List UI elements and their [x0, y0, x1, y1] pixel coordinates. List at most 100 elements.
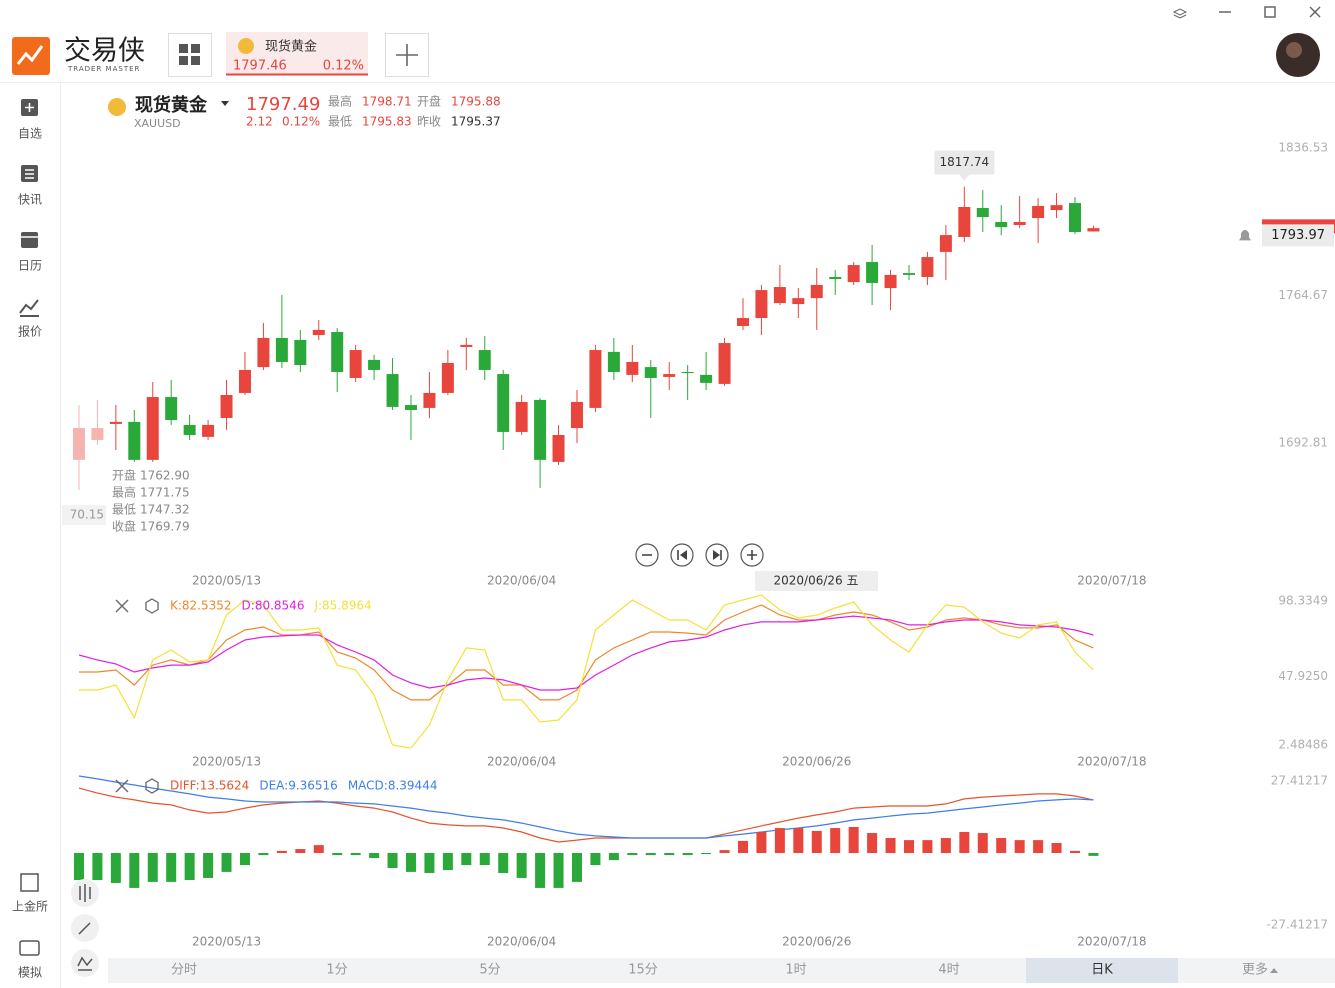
macd-bar [498, 853, 509, 873]
legend-entry: DIFF:13.5624 [170, 779, 249, 793]
tooltip-label: 最高 [112, 485, 136, 500]
macd-bar [922, 840, 933, 853]
zoom-icons [642, 550, 757, 560]
sge-icon [20, 873, 39, 892]
high-callout: 1817.74 [940, 155, 990, 169]
macd-bar [350, 853, 361, 856]
macd-bar [1033, 840, 1044, 853]
candle-body [976, 208, 989, 218]
y-tick-label: -27.41217 [1266, 918, 1328, 932]
macd-bar [756, 831, 767, 853]
logo [12, 37, 50, 75]
close-button[interactable] [1309, 6, 1321, 18]
tab-coin [238, 38, 254, 54]
y-tick-label: 47.9250 [1278, 669, 1328, 683]
close-indicator[interactable] [115, 779, 129, 793]
sidebar-item[interactable]: 上金所 [12, 899, 48, 914]
candle-body [552, 435, 565, 462]
indicator-settings[interactable] [145, 778, 159, 794]
quote-low: 1795.83 [362, 115, 412, 129]
macd-bar [258, 853, 269, 856]
candle-body [921, 257, 934, 277]
high-callout-box [934, 150, 995, 175]
macd-bar [645, 853, 656, 856]
candle-body [884, 274, 897, 289]
sidebar-item[interactable]: 快讯 [18, 193, 42, 207]
period-tab[interactable]: 15分 [628, 963, 658, 978]
y-tick-label: 1764.67 [1278, 288, 1328, 302]
x-tick-label: 2020/06/04 [487, 935, 556, 949]
brand: 交易侠 [64, 36, 145, 67]
candle-body [1032, 205, 1045, 219]
legend-entry: D:80.8546 [242, 599, 305, 613]
period-tab[interactable]: 5分 [479, 963, 500, 978]
tool-icons [77, 884, 93, 971]
candle-body [404, 405, 417, 410]
layers-button[interactable] [1172, 8, 1188, 19]
period-tab[interactable]: 1分 [326, 963, 347, 978]
tab-change: 0.12% [323, 59, 364, 74]
period-tab[interactable]: 更多 [1242, 962, 1268, 978]
candle-body [718, 343, 731, 384]
legend-entry: DEA:9.36516 [259, 779, 338, 793]
tooltip-value: 1747.32 [140, 503, 190, 517]
candle-body [995, 221, 1008, 228]
alert-bell[interactable] [1239, 229, 1251, 241]
macd-bar [1088, 853, 1099, 856]
candle-body [257, 337, 270, 368]
y-tick-label: 1692.81 [1278, 436, 1328, 450]
macd-bar [516, 853, 527, 878]
indicator-settings[interactable] [145, 598, 159, 614]
x-tick-label: 2020/07/18 [1077, 755, 1146, 769]
candle-body [1087, 228, 1100, 232]
macd-bar [387, 853, 398, 868]
macd-bar [885, 838, 896, 853]
legend-entry: K:82.5352 [170, 599, 232, 613]
period-tab[interactable]: 4时 [938, 963, 959, 978]
quote-label: 最低 [328, 115, 352, 129]
macd-bar [848, 826, 859, 853]
macd-line [78, 787, 1094, 843]
quote-dropdown[interactable] [221, 101, 229, 106]
candle-body [183, 424, 196, 436]
close-indicator[interactable] [115, 599, 129, 613]
candle-body [312, 329, 325, 336]
sidebar-item[interactable]: 报价 [18, 324, 42, 339]
x-tick-label: 2020/07/18 [1077, 935, 1146, 949]
sidebar-icon-details [21, 103, 38, 238]
period-tab[interactable]: 1时 [785, 963, 806, 978]
candle-body [478, 350, 491, 370]
macd-bar [553, 853, 564, 888]
sidebar-item[interactable]: 自选 [18, 127, 42, 141]
macd-bar [571, 853, 582, 882]
macd-bar [276, 850, 287, 853]
macd-line [78, 775, 1094, 839]
candle-body [570, 401, 583, 429]
candle-body [847, 265, 860, 283]
period-tab[interactable]: 分时 [171, 963, 197, 978]
sidebar-item[interactable]: 日历 [18, 259, 42, 273]
period-more-arrow [1270, 968, 1279, 973]
candle-body [331, 331, 344, 373]
candle-body [958, 206, 971, 237]
candle-body [386, 374, 399, 407]
quote-name[interactable]: 现货黄金 [135, 94, 208, 116]
candle-body [128, 421, 141, 460]
period-tab[interactable]: 日K [1091, 963, 1113, 978]
macd-bar [737, 840, 748, 853]
indicator-line [78, 615, 1094, 691]
candle-body [1013, 221, 1026, 226]
quote-prev: 1795.37 [451, 115, 501, 129]
indicator-line [79, 604, 1094, 701]
grid-button[interactable] [168, 33, 212, 77]
add-icon [396, 44, 418, 66]
candle-body [202, 424, 215, 437]
candle-body [736, 318, 749, 327]
maximize-button[interactable] [1264, 6, 1276, 18]
sidebar-item[interactable]: 模拟 [18, 966, 42, 980]
y-tick-label: 1836.53 [1278, 141, 1328, 155]
x-tick-label: 2020/06/04 [487, 574, 556, 588]
candle-body [460, 344, 473, 347]
tab-name: 现货黄金 [265, 39, 317, 55]
